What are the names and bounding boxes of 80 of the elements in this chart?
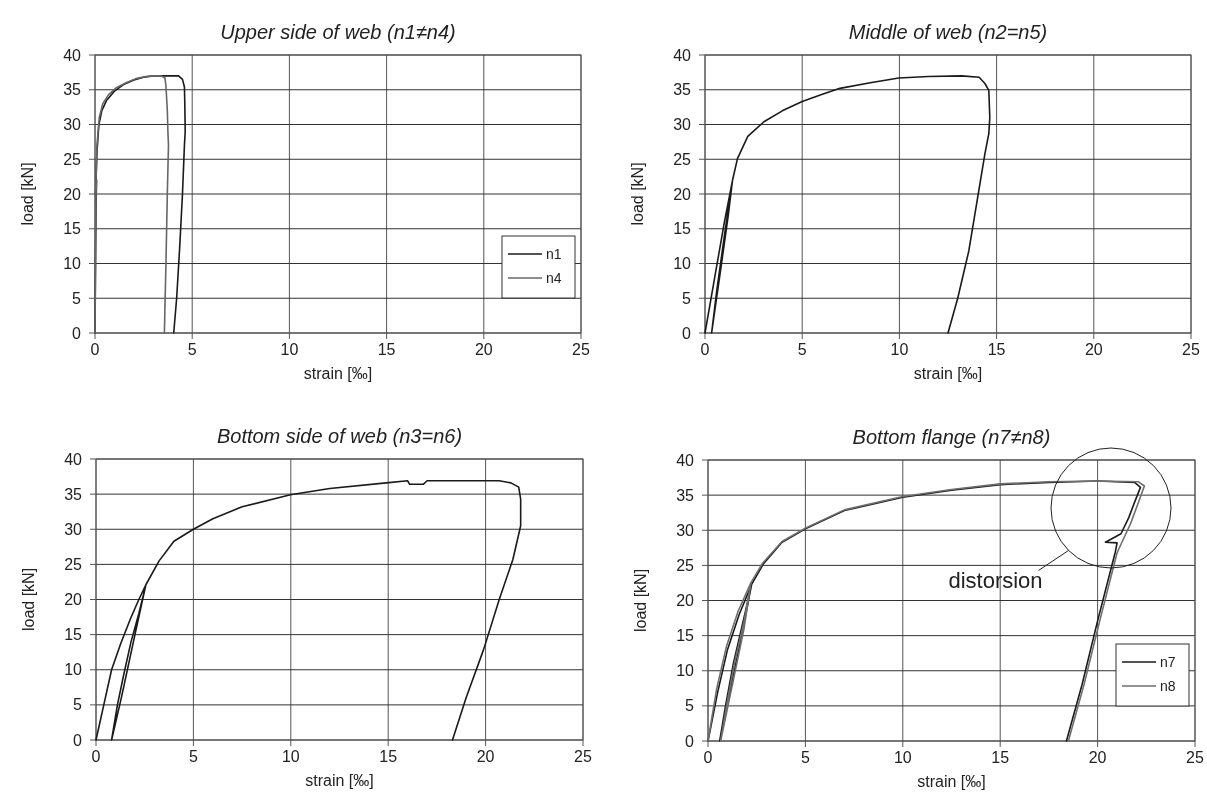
x-tick-label: 20 (1088, 749, 1107, 766)
legend-label: n4 (546, 269, 562, 286)
y-tick-label: 40 (63, 46, 82, 64)
y-tick-label: 40 (673, 46, 692, 64)
x-tick-label: 0 (90, 341, 100, 358)
x-tick-label: 20 (476, 748, 495, 765)
y-tick-label: 0 (685, 732, 695, 750)
chart-title: Bottom side of web (n3=n6) (216, 425, 463, 447)
y-tick-label: 15 (676, 627, 695, 645)
chart-title: Middle of web (n2=n5) (848, 21, 1048, 43)
y-axis-title: load [kN] (632, 568, 649, 633)
x-tick-label: 10 (890, 341, 909, 358)
x-axis-title: strain [‰] (913, 365, 983, 382)
annotation: distorsion (948, 568, 1043, 594)
y-tick-label: 25 (676, 556, 695, 574)
x-tick-label: 15 (377, 341, 396, 358)
y-tick-label: 10 (63, 255, 82, 273)
x-tick-label: 0 (91, 748, 101, 765)
y-tick-label: 15 (63, 220, 82, 238)
x-axis-title: strain [‰] (305, 772, 374, 789)
x-tick-label: 25 (1182, 341, 1200, 358)
y-tick-label: 5 (72, 289, 82, 307)
x-tick-label: 20 (474, 341, 493, 358)
y-tick-label: 30 (63, 116, 82, 134)
chart-title: Upper side of web (n1≠n4) (220, 21, 456, 43)
y-tick-label: 0 (73, 731, 83, 749)
x-tick-label: 10 (281, 748, 300, 765)
x-tick-label: 10 (280, 341, 299, 358)
y-tick-label: 5 (682, 289, 692, 307)
y-tick-label: 15 (64, 626, 83, 644)
y-tick-label: 35 (64, 485, 83, 503)
line-series (94, 75, 170, 334)
x-tick-label: 25 (574, 748, 592, 765)
chart-title: Bottom flange (n7≠n8) (852, 426, 1051, 448)
y-tick-label: 30 (673, 116, 692, 134)
y-axis-title: load [kN] (19, 162, 36, 226)
legend-label: n8 (1160, 677, 1176, 694)
y-tick-label: 15 (673, 220, 692, 238)
y-tick-label: 0 (682, 324, 692, 342)
x-tick-label: 5 (187, 341, 197, 358)
y-tick-label: 0 (72, 324, 82, 342)
y-tick-label: 5 (685, 697, 695, 715)
x-tick-label: 0 (700, 341, 710, 358)
x-tick-label: 20 (1084, 341, 1103, 358)
x-axis-title: strain [‰] (917, 773, 986, 790)
y-tick-label: 25 (64, 555, 83, 573)
y-tick-label: 30 (676, 521, 695, 539)
x-tick-label: 25 (1186, 749, 1204, 766)
y-tick-label: 30 (64, 520, 83, 538)
y-tick-label: 35 (676, 486, 695, 504)
y-tick-label: 10 (64, 661, 83, 679)
x-tick-label: 25 (572, 341, 590, 358)
x-tick-label: 5 (797, 341, 807, 358)
x-tick-label: 10 (893, 749, 912, 766)
y-tick-label: 20 (64, 591, 83, 609)
y-axis-title: load [kN] (20, 567, 37, 632)
y-tick-label: 40 (64, 450, 83, 468)
y-axis-title: load [kN] (629, 162, 646, 226)
y-tick-label: 40 (676, 451, 695, 469)
y-tick-label: 20 (673, 185, 692, 203)
line-series (704, 75, 991, 334)
legend-label: n7 (1160, 653, 1176, 670)
x-tick-label: 15 (991, 749, 1010, 766)
line-series (95, 479, 522, 741)
x-tick-label: 5 (188, 748, 198, 765)
y-tick-label: 10 (673, 255, 692, 273)
y-tick-label: 25 (63, 150, 82, 168)
y-tick-label: 20 (676, 592, 695, 610)
y-tick-label: 20 (63, 185, 82, 203)
y-tick-label: 35 (63, 81, 82, 99)
x-tick-label: 15 (379, 748, 398, 765)
x-tick-label: 15 (987, 341, 1006, 358)
x-tick-label: 0 (703, 749, 713, 766)
y-tick-label: 5 (73, 696, 83, 714)
x-axis-title: strain [‰] (303, 365, 373, 382)
y-tick-label: 25 (673, 150, 692, 168)
y-tick-label: 35 (673, 81, 692, 99)
y-tick-label: 10 (676, 662, 695, 680)
legend-label: n1 (546, 245, 562, 262)
x-tick-label: 5 (800, 749, 810, 766)
